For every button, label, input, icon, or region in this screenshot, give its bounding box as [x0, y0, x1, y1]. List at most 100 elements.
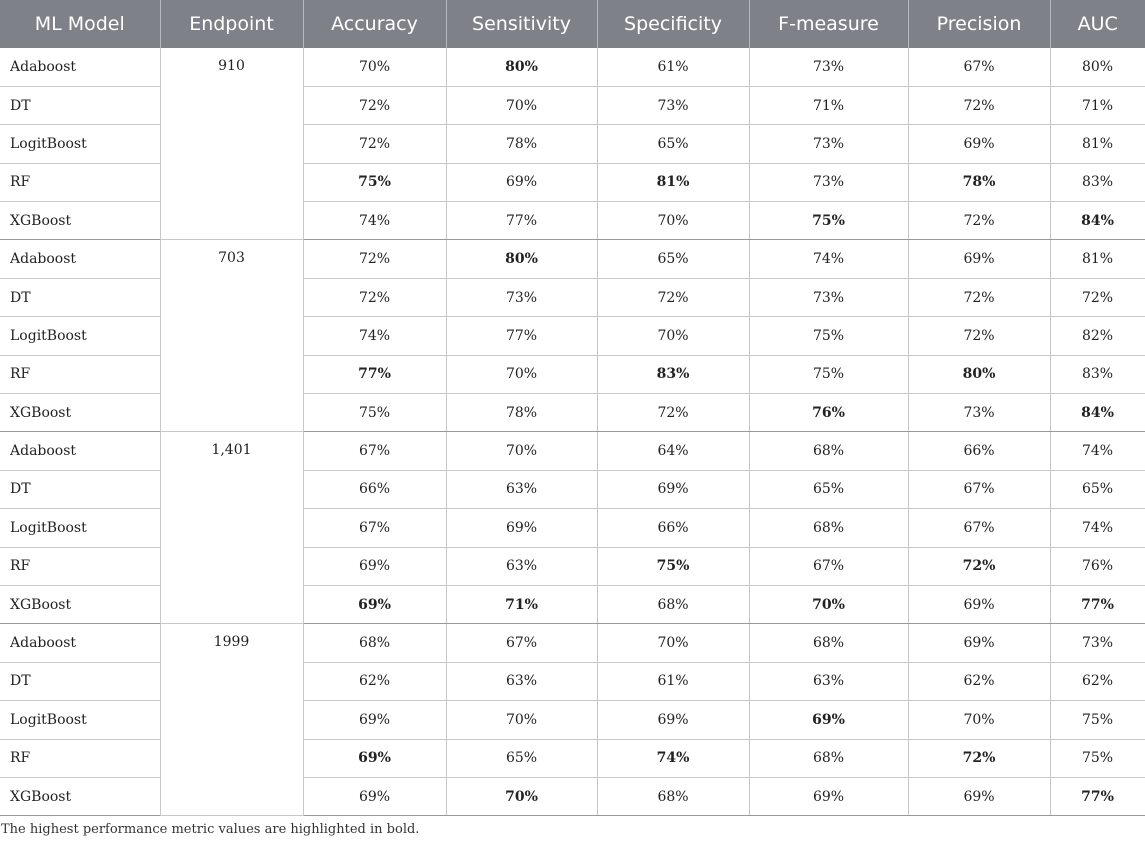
- metric-cell: 75%: [1050, 700, 1145, 740]
- metric-cell: 70%: [597, 623, 750, 663]
- metric-cell: 67%: [446, 623, 598, 663]
- table-header: ML Model Endpoint Accuracy Sensitivity S…: [0, 0, 1145, 48]
- metric-cell: 69%: [303, 777, 447, 817]
- model-cell: Adaboost: [0, 431, 161, 471]
- model-cell: RF: [0, 355, 161, 395]
- metric-cell: 69%: [597, 470, 750, 510]
- table-row: RF 75% 69% 81% 73% 78% 83%: [0, 163, 1145, 203]
- metric-cell: 77%: [1050, 777, 1145, 817]
- metric-cell: 69%: [908, 585, 1051, 625]
- metric-cell: 63%: [446, 470, 598, 510]
- metric-cell: 68%: [749, 623, 909, 663]
- model-cell: XGBoost: [0, 777, 161, 817]
- metric-cell: 73%: [597, 86, 750, 126]
- header-ml-model: ML Model: [0, 0, 161, 48]
- metric-cell: 74%: [303, 201, 447, 241]
- metric-cell: 67%: [908, 48, 1051, 87]
- metric-cell: 76%: [1050, 547, 1145, 586]
- model-cell: DT: [0, 86, 161, 126]
- metric-cell: 80%: [446, 48, 598, 87]
- metric-cell: 75%: [749, 316, 909, 356]
- table-row: DT 66% 63% 69% 65% 67% 65%: [0, 470, 1145, 510]
- metric-cell: 69%: [908, 239, 1051, 279]
- metric-cell: 67%: [303, 508, 447, 548]
- metric-cell: 80%: [908, 355, 1051, 395]
- metric-cell: 81%: [1050, 239, 1145, 279]
- metric-cell: 69%: [446, 163, 598, 203]
- model-cell: XGBoost: [0, 201, 161, 241]
- metric-cell: 71%: [749, 86, 909, 126]
- table-row: Adaboost 703 72% 80% 65% 74% 69% 81%: [0, 239, 1145, 433]
- metric-cell: 68%: [749, 508, 909, 548]
- header-auc: AUC: [1050, 0, 1145, 48]
- metric-cell: 67%: [749, 547, 909, 586]
- metric-cell: 74%: [597, 739, 750, 778]
- metric-cell: 72%: [908, 739, 1051, 778]
- metric-cell: 65%: [597, 239, 750, 279]
- footnote: The highest performance metric values ar…: [1, 822, 420, 837]
- metric-cell: 75%: [749, 355, 909, 395]
- metric-cell: 72%: [303, 124, 447, 164]
- model-cell: RF: [0, 547, 161, 586]
- metric-cell: 83%: [597, 355, 750, 395]
- table-body: Adaboost 910 70% 80% 61% 73% 67% 80% DT 72% 70% 73%…: [0, 48, 1145, 817]
- metric-cell: 68%: [749, 739, 909, 778]
- metric-cell: 75%: [749, 201, 909, 241]
- table-row: LogitBoost 74% 77% 70% 75% 72% 82%: [0, 316, 1145, 356]
- results-table: ML Model Endpoint Accuracy Sensitivity S…: [0, 0, 1145, 817]
- metric-cell: 70%: [749, 585, 909, 625]
- table-row: DT 62% 63% 61% 63% 62% 62%: [0, 662, 1145, 702]
- model-cell: DT: [0, 470, 161, 510]
- metric-cell: 65%: [597, 124, 750, 164]
- metric-cell: 73%: [446, 278, 598, 318]
- header-specificity: Specificity: [597, 0, 750, 48]
- metric-cell: 69%: [908, 623, 1051, 663]
- metric-cell: 84%: [1050, 201, 1145, 241]
- table-row: Adaboost 1,401 67% 70% 64% 68% 66% 74%: [0, 431, 1145, 625]
- metric-cell: 72%: [908, 547, 1051, 586]
- metric-cell: 75%: [1050, 739, 1145, 778]
- header-row: ML Model Endpoint Accuracy Sensitivity S…: [0, 0, 1145, 48]
- metric-cell: 72%: [908, 278, 1051, 318]
- table-row: DT 72% 70% 73% 71% 72% 71%: [0, 86, 1145, 126]
- metric-cell: 77%: [446, 316, 598, 356]
- model-cell: XGBoost: [0, 585, 161, 625]
- metric-cell: 70%: [597, 316, 750, 356]
- metric-cell: 80%: [1050, 48, 1145, 87]
- metric-cell: 74%: [303, 316, 447, 356]
- metric-cell: 83%: [1050, 163, 1145, 203]
- endpoint-cell: 910: [160, 48, 304, 241]
- model-cell: LogitBoost: [0, 124, 161, 164]
- header-endpoint: Endpoint: [160, 0, 304, 48]
- metric-cell: 64%: [597, 431, 750, 471]
- metric-cell: 73%: [749, 124, 909, 164]
- metric-cell: 77%: [446, 201, 598, 241]
- header-sensitivity: Sensitivity: [446, 0, 598, 48]
- metric-cell: 69%: [446, 508, 598, 548]
- metric-cell: 74%: [749, 239, 909, 279]
- header-accuracy: Accuracy: [303, 0, 447, 48]
- metric-cell: 84%: [1050, 393, 1145, 433]
- metric-cell: 69%: [303, 547, 447, 586]
- table-row: XGBoost 74% 77% 70% 75% 72% 84%: [0, 201, 1145, 241]
- metric-cell: 72%: [908, 316, 1051, 356]
- metric-cell: 81%: [597, 163, 750, 203]
- header-f-measure: F-measure: [749, 0, 909, 48]
- metric-cell: 68%: [597, 585, 750, 625]
- metric-cell: 72%: [303, 239, 447, 279]
- table-row: LogitBoost 72% 78% 65% 73% 69% 81%: [0, 124, 1145, 164]
- metric-cell: 77%: [303, 355, 447, 395]
- table-row: Adaboost 910 70% 80% 61% 73% 67% 80%: [0, 48, 1145, 241]
- metric-cell: 70%: [446, 700, 598, 740]
- table-row: XGBoost 69% 71% 68% 70% 69% 77%: [0, 585, 1145, 625]
- metric-cell: 73%: [1050, 623, 1145, 663]
- metric-cell: 70%: [446, 86, 598, 126]
- metric-cell: 81%: [1050, 124, 1145, 164]
- metric-cell: 67%: [303, 431, 447, 471]
- metric-cell: 72%: [1050, 278, 1145, 318]
- metric-cell: 77%: [1050, 585, 1145, 625]
- metric-cell: 69%: [597, 700, 750, 740]
- metric-cell: 82%: [1050, 316, 1145, 356]
- metric-cell: 69%: [749, 700, 909, 740]
- model-cell: LogitBoost: [0, 508, 161, 548]
